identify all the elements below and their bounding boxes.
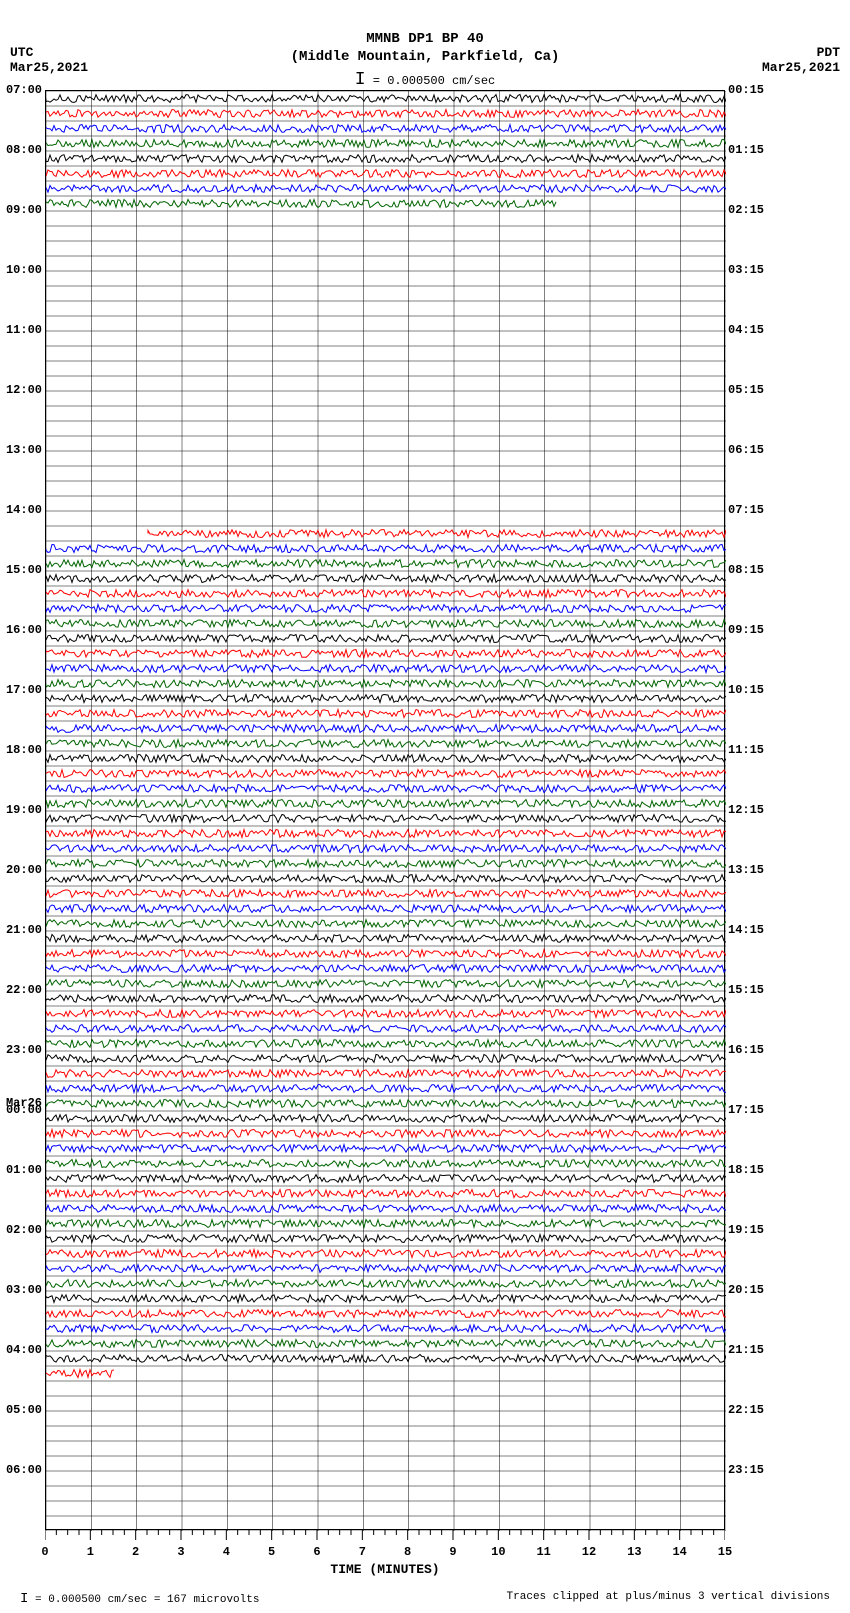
left-hour-label: 23:00	[6, 1043, 42, 1057]
station-title: MMNB DP1 BP 40	[0, 30, 850, 48]
right-hour-label: 10:15	[728, 683, 764, 697]
x-tick-label: 0	[41, 1545, 48, 1559]
right-hour-label: 05:15	[728, 383, 764, 397]
left-hour-label: 00:00	[6, 1103, 42, 1117]
right-hour-label: 04:15	[728, 323, 764, 337]
right-hour-label: 21:15	[728, 1343, 764, 1357]
right-hour-labels: 00:1501:1502:1503:1504:1505:1506:1507:15…	[725, 90, 785, 1530]
right-hour-label: 14:15	[728, 923, 764, 937]
x-tick-label: 14	[672, 1545, 686, 1559]
left-hour-label: 09:00	[6, 203, 42, 217]
right-hour-label: 03:15	[728, 263, 764, 277]
right-hour-label: 23:15	[728, 1463, 764, 1477]
left-hour-label: 15:00	[6, 563, 42, 577]
right-hour-label: 00:15	[728, 83, 764, 97]
left-hour-label: 18:00	[6, 743, 42, 757]
x-tick-label: 7	[359, 1545, 366, 1559]
seismogram-plot	[45, 90, 725, 1530]
x-tick-label: 11	[536, 1545, 550, 1559]
left-hour-label: 04:00	[6, 1343, 42, 1357]
x-tick-label: 3	[177, 1545, 184, 1559]
x-tick-label: 15	[718, 1545, 732, 1559]
x-tick-label: 8	[404, 1545, 411, 1559]
x-tick-label: 6	[313, 1545, 320, 1559]
x-tick-label: 10	[491, 1545, 505, 1559]
right-hour-label: 01:15	[728, 143, 764, 157]
left-hour-label: 13:00	[6, 443, 42, 457]
x-tick-label: 4	[223, 1545, 230, 1559]
left-hour-label: 05:00	[6, 1403, 42, 1417]
right-hour-label: 15:15	[728, 983, 764, 997]
scale-info: I = 0.000500 cm/sec	[0, 70, 850, 90]
right-hour-label: 22:15	[728, 1403, 764, 1417]
x-tick-label: 12	[582, 1545, 596, 1559]
right-hour-label: 16:15	[728, 1043, 764, 1057]
x-tick-label: 2	[132, 1545, 139, 1559]
left-hour-label: 06:00	[6, 1463, 42, 1477]
left-hour-label: 14:00	[6, 503, 42, 517]
footer-left: = 0.000500 cm/sec = 167 microvolts	[35, 1594, 259, 1606]
left-hour-label: 11:00	[6, 323, 42, 337]
left-hour-label: 22:00	[6, 983, 42, 997]
x-tick-label: 5	[268, 1545, 275, 1559]
x-tick-label: 9	[449, 1545, 456, 1559]
right-hour-label: 06:15	[728, 443, 764, 457]
right-hour-label: 18:15	[728, 1163, 764, 1177]
right-hour-label: 09:15	[728, 623, 764, 637]
right-hour-label: 07:15	[728, 503, 764, 517]
x-tick-label: 1	[87, 1545, 94, 1559]
left-hour-label: 07:00	[6, 83, 42, 97]
left-hour-label: 02:00	[6, 1223, 42, 1237]
right-hour-label: 13:15	[728, 863, 764, 877]
x-axis: TIME (MINUTES) 0123456789101112131415	[45, 1530, 725, 1580]
footer-right: Traces clipped at plus/minus 3 vertical …	[507, 1591, 830, 1607]
x-tick-label: 13	[627, 1545, 641, 1559]
left-hour-label: 16:00	[6, 623, 42, 637]
tz-left: UTC Mar25,2021	[10, 45, 88, 75]
left-hour-label: 01:00	[6, 1163, 42, 1177]
left-hour-labels: 07:0008:0009:0010:0011:0012:0013:0014:00…	[0, 90, 45, 1530]
left-hour-label: 21:00	[6, 923, 42, 937]
x-axis-title: TIME (MINUTES)	[330, 1562, 439, 1577]
left-hour-label: 08:00	[6, 143, 42, 157]
right-hour-label: 02:15	[728, 203, 764, 217]
right-hour-label: 11:15	[728, 743, 764, 757]
left-hour-label: 20:00	[6, 863, 42, 877]
left-hour-label: 12:00	[6, 383, 42, 397]
left-hour-label: 19:00	[6, 803, 42, 817]
right-hour-label: 08:15	[728, 563, 764, 577]
right-hour-label: 19:15	[728, 1223, 764, 1237]
right-hour-label: 17:15	[728, 1103, 764, 1117]
right-hour-label: 20:15	[728, 1283, 764, 1297]
right-hour-label: 12:15	[728, 803, 764, 817]
tz-right: PDT Mar25,2021	[762, 45, 840, 75]
left-hour-label: 10:00	[6, 263, 42, 277]
footer: I = 0.000500 cm/sec = 167 microvolts Tra…	[0, 1591, 850, 1607]
left-hour-label: 17:00	[6, 683, 42, 697]
left-hour-label: 03:00	[6, 1283, 42, 1297]
station-subtitle: (Middle Mountain, Parkfield, Ca)	[0, 48, 850, 66]
